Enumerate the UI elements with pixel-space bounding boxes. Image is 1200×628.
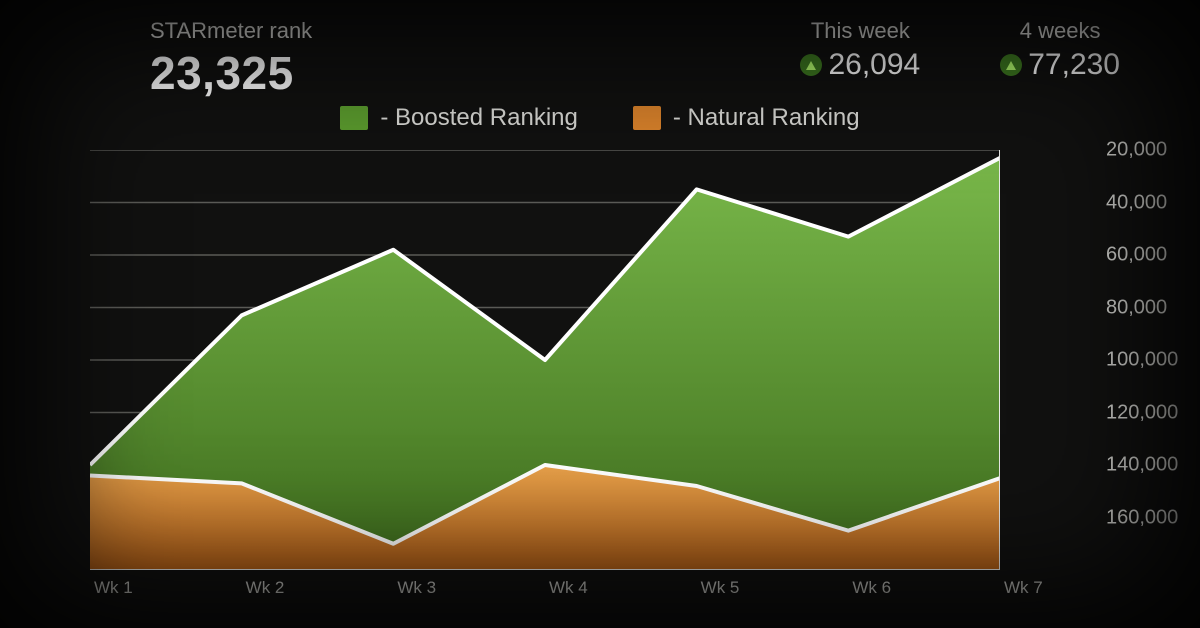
- legend-swatch-natural: [633, 106, 661, 130]
- up-arrow-icon: [1000, 54, 1022, 76]
- rank-label: STARmeter rank: [150, 18, 312, 44]
- legend-natural: - Natural Ranking: [633, 104, 860, 132]
- x-tick-label: Wk 6: [852, 578, 891, 598]
- chart-legend: - Boosted Ranking - Natural Ranking: [0, 104, 1200, 132]
- x-tick-label: Wk 3: [397, 578, 436, 598]
- legend-swatch-boosted: [340, 106, 368, 130]
- x-tick-label: Wk 7: [1004, 578, 1043, 598]
- y-tick-label: 80,000: [1106, 296, 1186, 319]
- this-week-block: This week 26,094: [800, 18, 920, 100]
- this-week-label: This week: [811, 18, 910, 44]
- x-tick-label: Wk 4: [549, 578, 588, 598]
- y-tick-label: 140,000: [1106, 454, 1186, 477]
- rank-block: STARmeter rank 23,325: [150, 18, 312, 100]
- y-tick-label: 120,000: [1106, 401, 1186, 424]
- up-arrow-icon: [800, 54, 822, 76]
- legend-boosted: - Boosted Ranking: [340, 104, 577, 132]
- rank-chart: 20,00040,00060,00080,000100,000120,00014…: [90, 150, 1100, 570]
- x-tick-label: Wk 1: [94, 578, 133, 598]
- four-weeks-value: 77,230: [1028, 48, 1120, 82]
- stats-header: STARmeter rank 23,325 This week 26,094 4…: [0, 18, 1200, 100]
- four-weeks-label: 4 weeks: [1020, 18, 1101, 44]
- y-tick-label: 20,000: [1106, 139, 1186, 162]
- four-weeks-block: 4 weeks 77,230: [1000, 18, 1120, 100]
- this-week-value: 26,094: [828, 48, 920, 82]
- x-tick-label: Wk 5: [701, 578, 740, 598]
- legend-natural-label: - Natural Ranking: [673, 104, 860, 132]
- y-tick-label: 160,000: [1106, 506, 1186, 529]
- rank-value: 23,325: [150, 46, 312, 100]
- legend-boosted-label: - Boosted Ranking: [380, 104, 577, 132]
- y-tick-label: 40,000: [1106, 191, 1186, 214]
- y-tick-label: 60,000: [1106, 244, 1186, 267]
- x-tick-label: Wk 2: [246, 578, 285, 598]
- y-tick-label: 100,000: [1106, 349, 1186, 372]
